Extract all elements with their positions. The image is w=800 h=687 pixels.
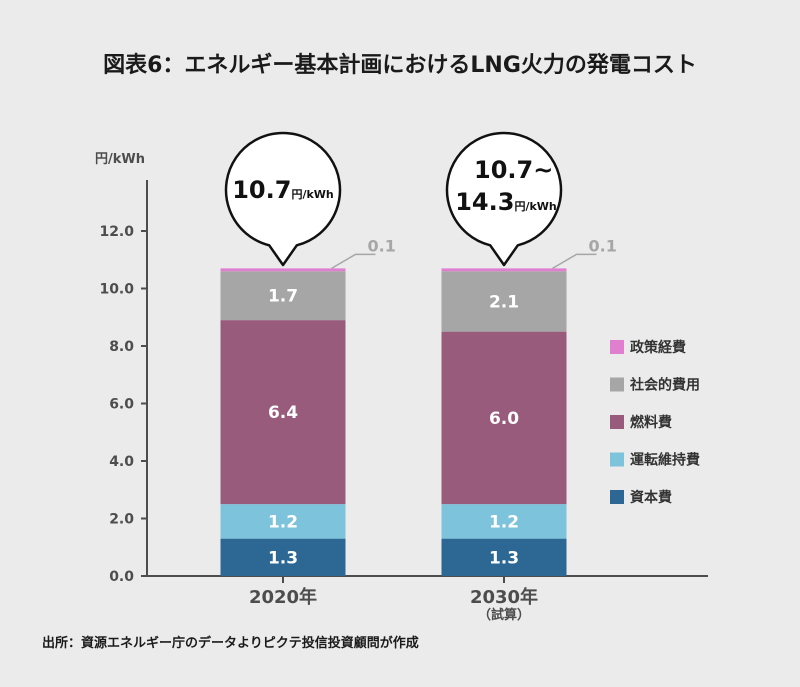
chart-title: 図表6：エネルギー基本計画におけるLNG火力の発電コスト [103,52,697,78]
segment-value-label: 1.3 [268,548,298,568]
total-bubble: 10.7~ 14.3円/kWh [445,131,563,267]
legend-swatch [610,377,624,392]
axes: 円/kWh 0.0 2.0 4.0 6.0 8.0 10.0 12.0 2020年 2030年（試… [95,152,708,623]
legend-label: 燃料費 [630,414,672,431]
total-value: 10.7円/kWh [232,176,334,204]
bar-segment [441,538,567,576]
segment-value-label: 1.3 [489,548,519,568]
bubble-shape [445,131,563,267]
source-note: 出所：資源エネルギー庁のデータよりピクテ投信投資顧問が作成 [42,635,419,651]
legend-swatch [610,452,624,467]
segment-value-label: 0.1 [368,236,396,255]
x-category-label: 2020年 [249,586,317,608]
y-tick-label: 6.0 [109,397,134,413]
y-axis-unit: 円/kWh [95,152,145,167]
legend-label: 社会的費用 [629,377,700,394]
bar-segment [441,271,567,332]
legend-swatch [610,490,624,504]
bar-segment [220,271,346,321]
y-tick-label: 4.0 [109,454,134,470]
total-value: 10.7~ [474,156,553,184]
leader-line [331,253,376,270]
legend-swatch [610,415,624,429]
total-bubbles: 10.7円/kWh 10.7~ 14.3円/kWh [224,131,563,267]
legend-label: 政策経費 [630,339,686,356]
segment-value-label: 0.1 [589,236,617,255]
segment-value-label: 1.2 [489,512,519,532]
total-value: 14.3円/kWh [455,188,557,216]
segment-value-label: 1.2 [268,512,298,532]
total-bubble: 10.7円/kWh [224,131,342,267]
segment-value-label: 6.4 [268,403,298,423]
bar-segment [441,504,567,539]
legend-label: 運転維持費 [630,452,700,469]
y-tick-label: 0.0 [109,569,134,585]
bar-segment [220,538,346,576]
bar-segment [220,320,346,505]
bubble-shape [224,131,342,267]
bar-segment [441,331,567,505]
leader-line [552,253,597,270]
legend-label: 資本費 [630,489,672,506]
segment-value-label: 1.7 [268,287,298,307]
legend-swatch [610,340,624,354]
y-tick-label: 10.0 [99,282,134,298]
y-tick-label: 8.0 [109,339,134,355]
bar-segment [220,504,346,539]
bars: 1.3 1.2 6.4 1.7 0.1 1.3 1.2 6.0 2.1 0.1 [220,236,617,576]
segment-value-label: 6.0 [489,409,519,429]
segment-value-label: 2.1 [489,292,519,312]
y-tick-label: 12.0 [99,224,134,240]
y-tick-label: 2.0 [109,512,134,528]
bar-segment [441,268,567,272]
x-category-label: 2030年 [470,586,538,608]
x-category-note: （試算） [478,607,530,623]
bar-segment [220,268,346,272]
